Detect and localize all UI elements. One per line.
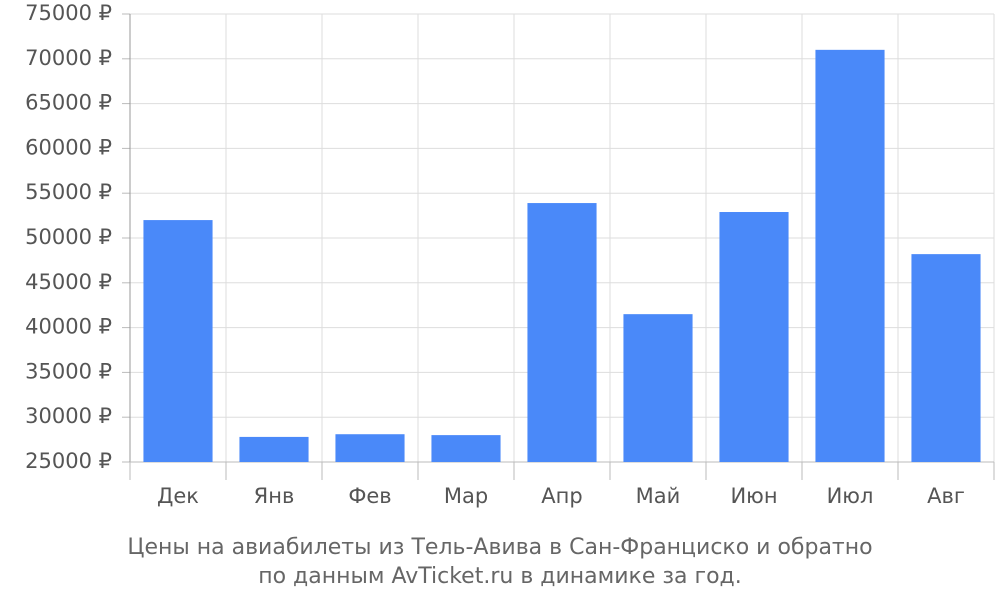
x-tick-label: Май bbox=[636, 484, 681, 508]
bar bbox=[335, 434, 405, 462]
y-tick-label: 30000 ₽ bbox=[25, 404, 112, 428]
bar bbox=[431, 435, 501, 462]
bar bbox=[911, 254, 981, 462]
y-tick-label: 70000 ₽ bbox=[25, 46, 112, 70]
bar bbox=[527, 203, 597, 462]
bar bbox=[815, 49, 885, 463]
y-tick-label: 65000 ₽ bbox=[25, 91, 112, 115]
x-tick-label: Апр bbox=[541, 484, 582, 508]
x-tick-label: Июн bbox=[730, 484, 777, 508]
chart-title: по данным AvTicket.ru в динамике за год. bbox=[258, 564, 742, 589]
chart-title: Цены на авиабилеты из Тель-Авива в Сан-Ф… bbox=[127, 535, 872, 560]
y-tick-label: 35000 ₽ bbox=[25, 359, 112, 383]
y-tick-label: 25000 ₽ bbox=[25, 449, 112, 473]
y-tick-label: 60000 ₽ bbox=[25, 135, 112, 159]
y-tick-label: 50000 ₽ bbox=[25, 225, 112, 249]
x-tick-label: Фев bbox=[348, 484, 391, 508]
y-tick-label: 55000 ₽ bbox=[25, 180, 112, 204]
y-tick-label: 75000 ₽ bbox=[25, 1, 112, 25]
x-tick-label: Дек bbox=[157, 484, 199, 508]
x-tick-label: Июл bbox=[827, 484, 874, 508]
x-tick-label: Мар bbox=[444, 484, 488, 508]
bar bbox=[719, 212, 789, 462]
y-tick-label: 40000 ₽ bbox=[25, 315, 112, 339]
bar bbox=[623, 314, 693, 462]
bar bbox=[239, 436, 309, 462]
x-tick-label: Янв bbox=[254, 484, 295, 508]
bar bbox=[143, 220, 213, 462]
x-tick-label: Авг bbox=[927, 484, 965, 508]
y-tick-label: 45000 ₽ bbox=[25, 270, 112, 294]
